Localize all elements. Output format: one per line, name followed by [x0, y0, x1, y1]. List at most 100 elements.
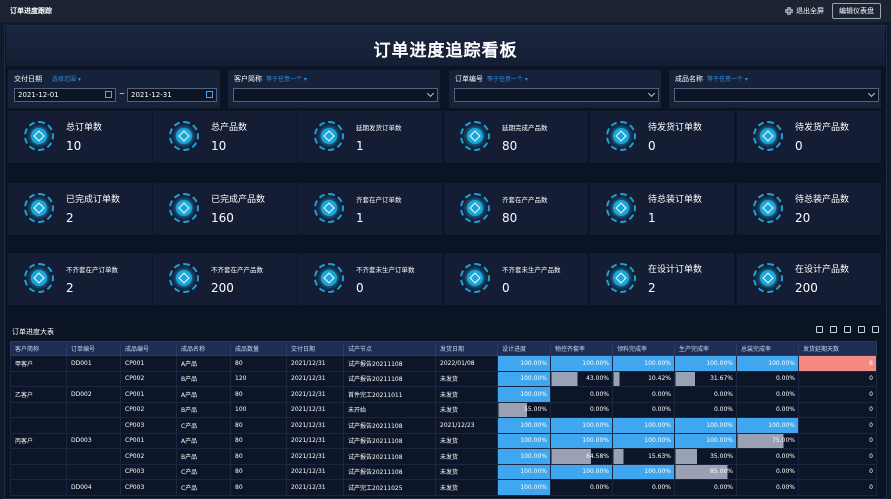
- table-cell: [10, 401, 67, 418]
- table-toolbar: [816, 326, 879, 333]
- column-header[interactable]: 总装完成率: [736, 341, 799, 356]
- table-row[interactable]: 丙客户 DD003 CP001 A产品 80 2021/12/31 试产报告20211108…: [10, 432, 877, 449]
- column-header[interactable]: 生产完成率: [674, 341, 737, 356]
- refresh-icon[interactable]: [844, 326, 851, 333]
- column-header[interactable]: 试产节点: [343, 341, 436, 356]
- kpi-card: 待发货订单数 0: [590, 111, 734, 163]
- table-header-row: 客户简称 订单编号 成品编号 成品名称 成品数量 交付日期 试产节点 发货日期 设计进度 物控齐套…: [10, 341, 877, 356]
- exit-fullscreen-button[interactable]: 退出全屏: [785, 6, 824, 16]
- kpi-value: 20: [795, 211, 811, 225]
- filter-mode-dropdown[interactable]: 等于任意一个 ▾: [487, 76, 528, 83]
- kpi-value: 0: [356, 281, 364, 295]
- filter-icon[interactable]: [858, 326, 865, 333]
- diamond-icon: [606, 263, 636, 293]
- table-cell: [10, 448, 67, 465]
- table-cell: A产品: [176, 386, 231, 403]
- table-cell: 0: [798, 386, 877, 403]
- table-row[interactable]: 乙客户 DD002 CP001 A产品 80 2021/12/31 首件完工20211011…: [10, 386, 877, 403]
- kpi-label: 齐套在产订单数: [356, 196, 402, 204]
- table-cell: [10, 370, 67, 387]
- filter-delivery-date: 交付日期 选择范围 ▾ 2021-12-01 ~ 2021-12-31: [8, 70, 220, 108]
- table-cell: 100.00%: [497, 370, 551, 387]
- diamond-icon: [753, 193, 783, 223]
- table-cell: 0.00%: [736, 463, 799, 480]
- table-row[interactable]: CP003 C产品 80 2021/12/31 试产报告20211108 2021/12/…: [10, 417, 877, 434]
- fullscreen-icon[interactable]: [872, 326, 879, 333]
- table-cell: 100.00%: [497, 463, 551, 480]
- table-cell: 0: [798, 432, 877, 449]
- column-header[interactable]: 领料完成率: [612, 341, 675, 356]
- column-header[interactable]: 交付日期: [286, 341, 344, 356]
- table-cell: 2021/12/31: [286, 448, 344, 465]
- column-header[interactable]: 物控齐套率: [550, 341, 613, 356]
- table-cell: DD002: [66, 386, 121, 403]
- column-header[interactable]: 发货日期: [435, 341, 498, 356]
- table-cell: 100.00%: [612, 417, 675, 434]
- table-row[interactable]: CP003 C产品 80 2021/12/31 试产报告20211108 未发货 100.0…: [10, 463, 877, 480]
- table-cell: 2021/12/31: [286, 417, 344, 434]
- column-header[interactable]: 发货延期天数: [798, 341, 877, 356]
- table-cell: 15.63%: [612, 448, 675, 465]
- kpi-label: 延期发货订单数: [356, 124, 402, 132]
- column-header[interactable]: 成品编号: [120, 341, 177, 356]
- filter-mode-dropdown[interactable]: 等于任意一个 ▾: [707, 76, 748, 83]
- kpi-card: 在设计订单数 2: [590, 253, 734, 305]
- diamond-icon: [606, 193, 636, 223]
- filter-label: 交付日期: [14, 75, 42, 83]
- table-cell: 未发货: [435, 479, 498, 496]
- table-cell: 试产完工20211025: [343, 479, 436, 496]
- table-row[interactable]: CP002 B产品 120 2021/12/31 试产报告20211108 未发货 100.…: [10, 370, 877, 387]
- customer-select[interactable]: [233, 88, 438, 102]
- diamond-icon: [169, 121, 199, 151]
- table-cell: 85.00%: [674, 463, 737, 480]
- kpi-card: 齐套在产产品数 80: [444, 183, 588, 235]
- filter-product-name: 成品名称 等于任意一个 ▾: [669, 70, 881, 108]
- date-from-input[interactable]: 2021-12-01: [14, 88, 116, 102]
- table-cell: [10, 463, 67, 480]
- table-cell: [66, 417, 121, 434]
- kpi-value: 1: [356, 139, 364, 153]
- filter-mode-dropdown[interactable]: 等于任意一个 ▾: [266, 76, 307, 83]
- column-header[interactable]: 客户简称: [10, 341, 67, 356]
- kpi-label: 总订单数: [66, 123, 103, 133]
- table-cell: 0: [798, 463, 877, 480]
- table-cell: DD003: [66, 432, 121, 449]
- kpi-label: 不齐套在产产品数: [211, 266, 263, 274]
- table-cell: CP002: [120, 401, 177, 418]
- kpi-card: 待发货产品数 0: [737, 111, 881, 163]
- table-cell: 0.00%: [674, 479, 737, 496]
- column-header[interactable]: 成品名称: [176, 341, 231, 356]
- table-cell: 0.00%: [736, 479, 799, 496]
- table-cell: 2021/12/31: [286, 432, 344, 449]
- table-row[interactable]: DD004 CP003 C产品 80 2021/12/31 试产完工20211025 未发货…: [10, 479, 877, 496]
- column-header[interactable]: 订单编号: [66, 341, 121, 356]
- table-row[interactable]: 甲客户 DD001 CP001 A产品 80 2021/12/31 试产报告20211108…: [10, 355, 877, 372]
- table-row[interactable]: CP002 B产品 100 2021/12/31 未开始 未发货 55.00% 0.00% 0.…: [10, 401, 877, 418]
- table-cell: 80: [230, 386, 287, 403]
- kpi-label: 待发货订单数: [648, 123, 703, 133]
- table-cell: [66, 401, 121, 418]
- table-cell: 未发货: [435, 432, 498, 449]
- table-cell: 100.00%: [550, 355, 613, 372]
- filter-mode-dropdown[interactable]: 选择范围 ▾: [52, 76, 81, 83]
- table-row[interactable]: CP002 B产品 80 2021/12/31 试产报告20211108 未发货 100.0…: [10, 448, 877, 465]
- kpi-label: 在设计产品数: [795, 265, 850, 275]
- date-to-input[interactable]: 2021-12-31: [127, 88, 217, 102]
- column-header[interactable]: 设计进度: [497, 341, 551, 356]
- table-cell: 0: [798, 479, 877, 496]
- kpi-card: 总订单数 10: [8, 111, 152, 163]
- table-cell: 乙客户: [10, 386, 67, 403]
- link-icon[interactable]: [816, 326, 823, 333]
- table-cell: 100.00%: [497, 479, 551, 496]
- order-number-select[interactable]: [454, 88, 659, 102]
- product-name-select[interactable]: [674, 88, 879, 102]
- table-cell: CP001: [120, 432, 177, 449]
- export-icon[interactable]: [830, 326, 837, 333]
- edit-dashboard-button[interactable]: 编辑仪表盘: [832, 3, 881, 19]
- filter-label: 客户简称: [234, 75, 262, 83]
- table-cell: 100.00%: [497, 417, 551, 434]
- column-header[interactable]: 成品数量: [230, 341, 287, 356]
- table-cell: 43.00%: [550, 370, 613, 387]
- kpi-value: 2: [66, 281, 74, 295]
- table-cell: [10, 479, 67, 496]
